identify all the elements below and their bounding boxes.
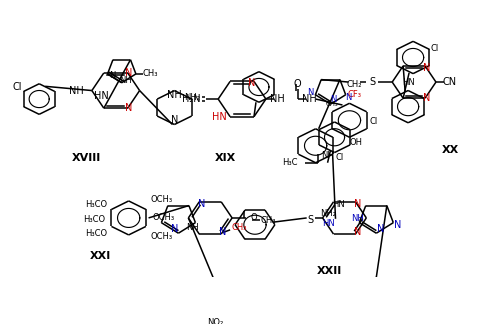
Text: N: N [330,95,336,104]
Text: N: N [354,226,361,237]
Text: NH: NH [302,94,317,104]
Text: CH₂: CH₂ [326,101,338,107]
Text: H₃CO: H₃CO [84,200,107,209]
Text: HN: HN [94,91,109,101]
Text: S: S [308,215,314,226]
Text: CH₃: CH₃ [232,223,247,232]
Text: H₃CO: H₃CO [84,229,107,238]
Text: N: N [110,71,116,80]
Text: HN: HN [212,112,227,122]
Text: N: N [308,88,314,97]
Text: NO₂: NO₂ [207,318,224,324]
Text: Cl: Cl [12,82,22,92]
Text: Cl: Cl [431,44,439,53]
Text: N: N [424,63,430,73]
Text: Cl: Cl [369,118,378,126]
Text: O: O [294,79,302,89]
Text: XXII: XXII [317,266,342,276]
Text: NH₂: NH₂ [320,209,336,218]
Text: O: O [250,214,258,223]
Text: NH: NH [351,214,364,223]
Text: CH₃: CH₃ [260,216,276,225]
Text: N: N [125,68,132,78]
Text: S: S [370,77,376,87]
Text: N: N [125,103,132,113]
Text: N: N [170,115,178,125]
Text: N: N [354,199,361,209]
Text: NH: NH [321,151,334,160]
Text: CN: CN [443,77,457,87]
Text: XXI: XXI [90,251,112,261]
Text: NH: NH [270,94,285,104]
Text: Cl: Cl [336,153,344,162]
Text: NH₂: NH₂ [184,93,200,102]
Text: NH: NH [69,86,84,96]
Text: OCH₃: OCH₃ [150,195,172,204]
Text: HN: HN [332,200,345,209]
Text: N: N [376,224,384,234]
Text: HN: HN [402,78,414,87]
Text: CF₃: CF₃ [348,90,362,99]
Text: N: N [248,78,256,88]
Text: OCH₃: OCH₃ [152,214,174,223]
Text: NH: NH [186,223,199,232]
Text: CH₃: CH₃ [142,69,158,78]
Text: XIX: XIX [214,154,236,164]
Text: N: N [394,220,401,230]
Text: H₃C: H₃C [282,158,298,167]
Text: N: N [424,93,430,103]
Text: NH: NH [167,90,182,100]
Text: OCH₃: OCH₃ [150,232,172,241]
Text: H₂N: H₂N [182,94,201,104]
Text: N: N [220,226,227,237]
Text: NH: NH [120,76,132,85]
Text: CH₂: CH₂ [346,80,362,89]
Text: N: N [198,199,205,209]
Text: HN: HN [322,219,335,228]
Text: N: N [346,93,352,102]
Text: XVIII: XVIII [72,154,101,164]
Text: H₃CO: H₃CO [82,215,105,224]
Text: XX: XX [442,145,460,155]
Text: OH: OH [350,138,363,147]
Text: N: N [170,224,178,234]
